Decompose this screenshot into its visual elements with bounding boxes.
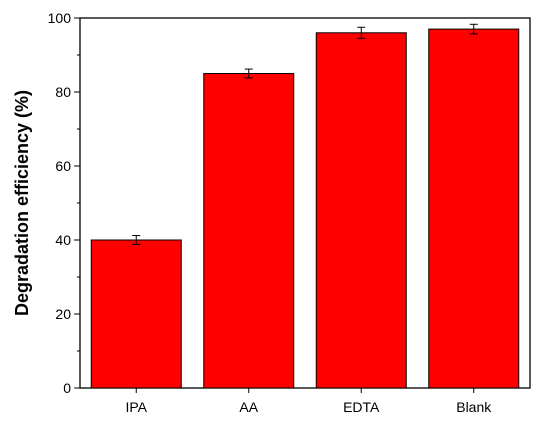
labels-group: IPA AA EDTA Blank 0 20 40 60 80 100 bbox=[48, 10, 493, 415]
y-tick-label: 20 bbox=[55, 306, 71, 322]
bar-ipa bbox=[90, 239, 182, 389]
x-tick-label-ipa: IPA bbox=[125, 399, 147, 415]
y-tick-label: 60 bbox=[55, 158, 71, 174]
error-bars-group bbox=[132, 23, 478, 245]
y-tick-label: 100 bbox=[48, 10, 72, 26]
y-tick-label: 80 bbox=[55, 84, 71, 100]
y-tick-label: 40 bbox=[55, 232, 71, 248]
bar-blank bbox=[428, 28, 520, 389]
y-axis-title: Degradation efficiency (%) bbox=[12, 90, 32, 316]
axes-group bbox=[74, 17, 475, 393]
x-tick-label-blank: Blank bbox=[456, 399, 492, 415]
y-tick-label: 0 bbox=[63, 380, 71, 396]
bars-group bbox=[90, 28, 520, 389]
x-tick-label-aa: AA bbox=[239, 399, 258, 415]
bar-edta bbox=[315, 32, 407, 389]
bar-aa bbox=[203, 73, 295, 389]
x-tick-label-edta: EDTA bbox=[343, 399, 380, 415]
